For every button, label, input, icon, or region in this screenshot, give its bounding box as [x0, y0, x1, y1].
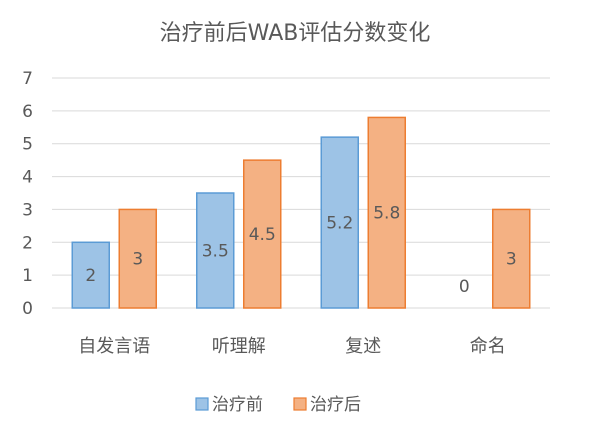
data-label: 4.5 [249, 225, 276, 245]
y-tick-label: 7 [22, 69, 33, 89]
y-tick-label: 5 [22, 135, 33, 155]
y-tick-label: 1 [22, 266, 33, 286]
data-labels: 2 3 3.5 4.5 5.2 5.8 0 3 [85, 204, 516, 297]
bar [320, 136, 359, 309]
bar [118, 208, 157, 309]
x-category-label: 命名 [470, 336, 506, 357]
data-label: 3 [132, 250, 143, 270]
bar [492, 208, 531, 309]
bars [71, 116, 531, 309]
bar [243, 159, 282, 309]
bar [196, 192, 235, 309]
legend-label: 治疗前 [212, 395, 263, 415]
bar [71, 241, 110, 309]
x-axis-categories: 自发言语 听理解 复述 命名 [78, 336, 506, 357]
data-label: 3 [506, 250, 517, 270]
data-label: 2 [85, 266, 96, 286]
legend-label: 治疗后 [310, 395, 361, 415]
y-tick-label: 2 [22, 233, 33, 253]
x-category-label: 自发言语 [78, 336, 150, 357]
x-category-label: 复述 [345, 336, 381, 357]
legend: 治疗前 治疗后 [195, 395, 361, 415]
y-tick-label: 3 [22, 200, 33, 220]
legend-swatch [195, 397, 209, 411]
legend-swatch [293, 397, 307, 411]
y-tick-label: 0 [22, 299, 33, 319]
data-label: 5.2 [326, 214, 353, 234]
y-axis-ticks: 0 1 2 3 4 5 6 7 [22, 69, 33, 319]
data-label: 5.8 [373, 204, 400, 224]
chart-title: 治疗前后WAB评估分数变化 [160, 21, 431, 46]
x-category-label: 听理解 [212, 336, 266, 357]
data-label: 3.5 [202, 242, 229, 262]
y-tick-label: 4 [22, 168, 33, 188]
data-label: 0 [459, 277, 470, 297]
y-tick-label: 6 [22, 102, 33, 122]
bar [367, 116, 406, 309]
